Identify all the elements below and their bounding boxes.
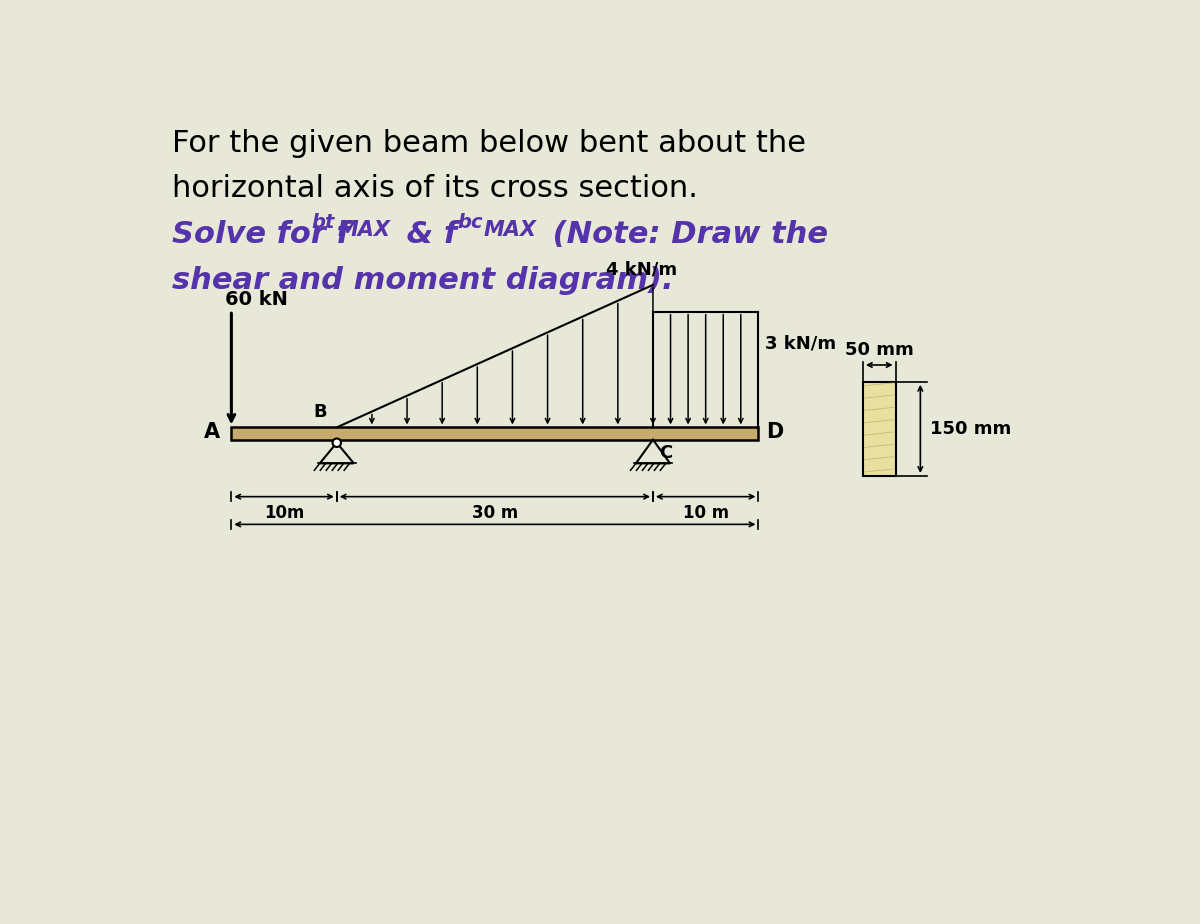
Text: bc: bc <box>457 213 484 232</box>
Text: Solve for f: Solve for f <box>172 220 349 249</box>
Text: horizontal axis of its cross section.: horizontal axis of its cross section. <box>172 174 697 203</box>
Text: For the given beam below bent about the: For the given beam below bent about the <box>172 129 805 158</box>
Text: 150 mm: 150 mm <box>930 419 1010 438</box>
Text: C: C <box>659 444 672 462</box>
Text: 50 mm: 50 mm <box>845 341 913 359</box>
Text: 10 m: 10 m <box>683 504 728 521</box>
Text: 30 m: 30 m <box>472 504 518 521</box>
Text: shear and moment diagram).: shear and moment diagram). <box>172 266 673 296</box>
Text: A: A <box>204 422 220 442</box>
Text: MAX: MAX <box>337 220 390 240</box>
Text: 3 kN/m: 3 kN/m <box>764 335 835 353</box>
Bar <box>863 382 895 476</box>
Text: D: D <box>766 422 784 442</box>
Text: 10m: 10m <box>264 504 305 521</box>
Circle shape <box>332 439 341 447</box>
Text: & f: & f <box>396 220 457 249</box>
Text: 60 kN: 60 kN <box>226 290 288 309</box>
Text: bt: bt <box>311 213 335 232</box>
Text: MAX: MAX <box>484 220 538 240</box>
Text: 4 kN/m: 4 kN/m <box>606 261 677 279</box>
Text: B: B <box>314 403 328 421</box>
Text: (Note: Draw the: (Note: Draw the <box>542 220 828 249</box>
Bar <box>232 427 758 440</box>
